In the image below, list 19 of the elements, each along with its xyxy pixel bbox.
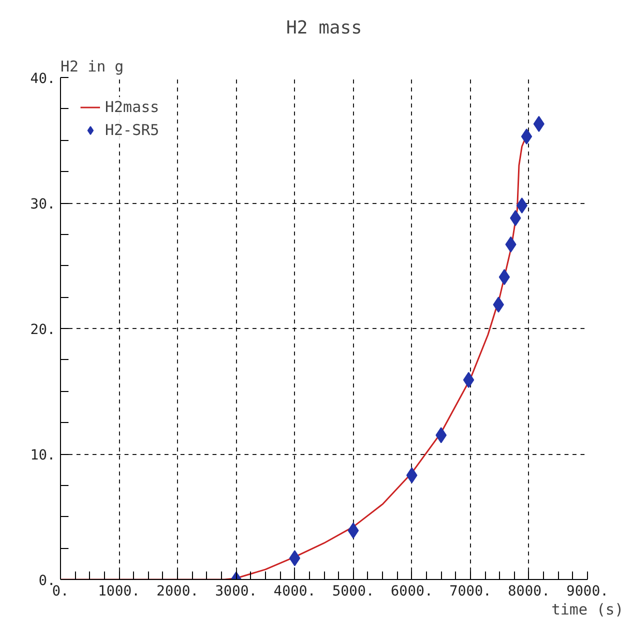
- x-tick-label: 8000.: [508, 584, 550, 600]
- x-tick-label: 0.: [52, 584, 69, 600]
- x-tick-label: 7000.: [449, 584, 492, 600]
- x-tick-label: 5000.: [332, 584, 374, 600]
- x-tick-label: 4000.: [274, 584, 316, 600]
- x-axis-title: time (s): [551, 600, 624, 618]
- x-tick-label: 1000.: [98, 584, 140, 600]
- y-tick-label: 10.: [30, 448, 56, 464]
- x-tick-label: 6000.: [390, 584, 433, 600]
- y-axis-title: H2 in g: [60, 58, 124, 76]
- x-tick-label: 9000.: [566, 584, 609, 600]
- x-tick-label: 3000.: [215, 584, 258, 600]
- x-tick-label: 2000.: [156, 584, 199, 600]
- chart-title: H2 mass: [286, 18, 362, 38]
- y-tick-label: 30.: [30, 196, 56, 212]
- legend-label: H2mass: [105, 98, 160, 116]
- legend-label: H2-SR5: [105, 121, 160, 139]
- y-tick-label: 40.: [30, 71, 56, 87]
- y-tick-label: 20.: [30, 322, 56, 338]
